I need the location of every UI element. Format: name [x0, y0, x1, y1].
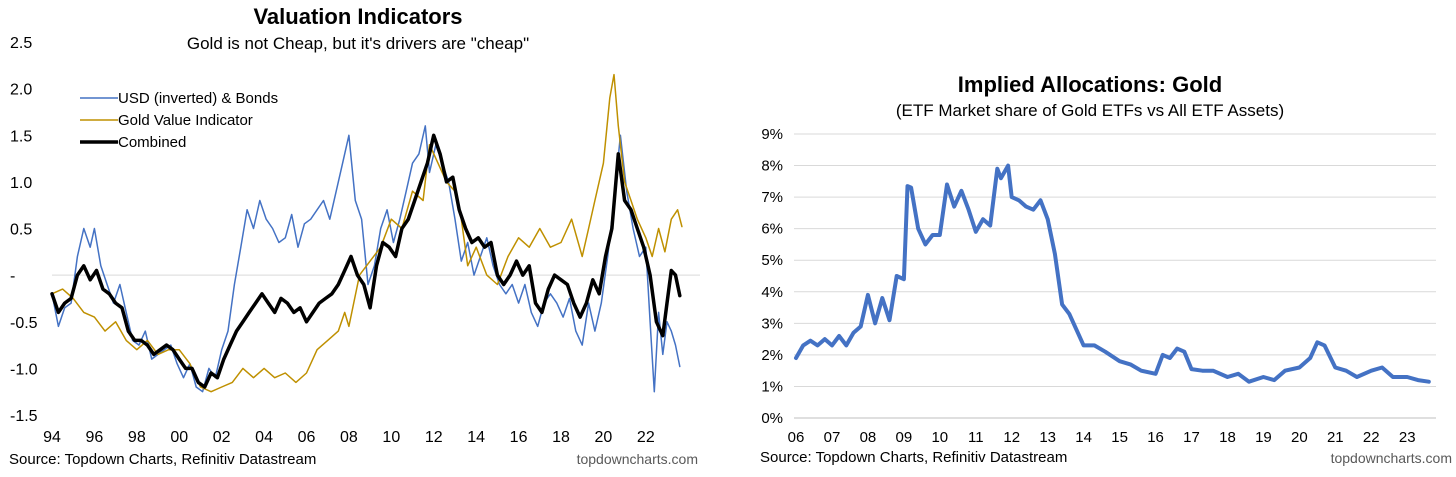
- x-tick-label: 00: [170, 429, 188, 446]
- watermark: topdowncharts.com: [577, 451, 698, 467]
- y-tick-label: 1.5: [10, 128, 32, 145]
- series-line-1: [51, 125, 681, 393]
- source-note: Source: Topdown Charts, Refinitiv Datast…: [9, 451, 316, 468]
- y-tick-label: 6%: [761, 221, 783, 238]
- y-tick-label: 2.0: [10, 82, 32, 99]
- chart-title: Implied Allocations: Gold: [958, 72, 1222, 97]
- x-tick-label: 19: [1255, 429, 1272, 446]
- x-tick-label: 06: [788, 429, 805, 446]
- y-tick-label: 0.5: [10, 222, 32, 239]
- watermark: topdowncharts.com: [1331, 450, 1452, 466]
- chart-legend: USD (inverted) & Bonds Gold Value Indicat…: [80, 90, 278, 151]
- y-tick-label: 2%: [761, 347, 783, 364]
- implied-allocations-chart: Implied Allocations: Gold (ETF Market sh…: [760, 72, 1452, 466]
- y-tick-label: 4%: [761, 284, 783, 301]
- y-tick-label: 8%: [761, 158, 783, 175]
- y-tick-label: 3%: [761, 315, 783, 332]
- y-tick-label: 5%: [761, 252, 783, 269]
- x-tick-label: 07: [824, 429, 841, 446]
- x-tick-label: 12: [425, 429, 443, 446]
- y-tick-label: 0%: [761, 410, 783, 427]
- y-tick-label: -: [10, 268, 15, 285]
- valuation-indicators-chart: Valuation Indicators Gold is not Cheap, …: [9, 4, 700, 468]
- y-tick-label: 1.0: [10, 175, 32, 192]
- x-tick-label: 16: [510, 429, 528, 446]
- valuation-indicators-panel: Valuation Indicators Gold is not Cheap, …: [0, 0, 728, 472]
- x-tick-label: 16: [1147, 429, 1164, 446]
- y-tick-label: 9%: [761, 126, 783, 143]
- x-tick-label: 08: [860, 429, 877, 446]
- chart-subtitle: (ETF Market share of Gold ETFs vs All ET…: [896, 101, 1284, 120]
- x-tick-label: 22: [637, 429, 655, 446]
- legend-label: USD (inverted) & Bonds: [118, 90, 278, 107]
- legend-label: Gold Value Indicator: [118, 112, 253, 129]
- x-tick-label: 04: [255, 429, 273, 446]
- series-line-1: [794, 163, 1431, 384]
- y-tick-label: 7%: [761, 189, 783, 206]
- x-tick-label: 06: [298, 429, 316, 446]
- x-tick-label: 02: [213, 429, 231, 446]
- x-tick-label: 08: [340, 429, 358, 446]
- y-tick-label: -1.0: [10, 361, 38, 378]
- x-tick-label: 15: [1111, 429, 1128, 446]
- x-tick-label: 14: [1075, 429, 1092, 446]
- implied-allocations-panel: Implied Allocations: Gold (ETF Market sh…: [728, 0, 1456, 472]
- chart-title: Valuation Indicators: [253, 4, 462, 29]
- x-tick-label: 11: [968, 429, 984, 446]
- x-tick-label: 14: [467, 429, 485, 446]
- x-tick-label: 10: [931, 429, 948, 446]
- x-tick-label: 96: [86, 429, 104, 446]
- x-tick-label: 21: [1327, 429, 1344, 446]
- source-note: Source: Topdown Charts, Refinitiv Datast…: [760, 449, 1067, 466]
- y-tick-label: 1%: [761, 378, 783, 395]
- x-tick-label: 23: [1399, 429, 1416, 446]
- y-tick-label: -1.5: [10, 408, 38, 425]
- x-tick-label: 94: [43, 429, 61, 446]
- x-tick-label: 18: [552, 429, 570, 446]
- x-tick-label: 17: [1183, 429, 1200, 446]
- x-tick-label: 10: [382, 429, 400, 446]
- y-tick-label: 2.5: [10, 35, 32, 52]
- x-tick-label: 20: [595, 429, 613, 446]
- x-tick-label: 12: [1003, 429, 1020, 446]
- x-tick-label: 18: [1219, 429, 1236, 446]
- chart-subtitle: Gold is not Cheap, but it's drivers are …: [187, 34, 529, 53]
- legend-label: Combined: [118, 134, 186, 151]
- x-tick-label: 98: [128, 429, 146, 446]
- x-tick-label: 20: [1291, 429, 1308, 446]
- x-tick-label: 09: [896, 429, 913, 446]
- series-line-3: [50, 133, 682, 389]
- x-tick-label: 22: [1363, 429, 1380, 446]
- y-tick-label: -0.5: [10, 315, 38, 332]
- x-tick-label: 13: [1039, 429, 1056, 446]
